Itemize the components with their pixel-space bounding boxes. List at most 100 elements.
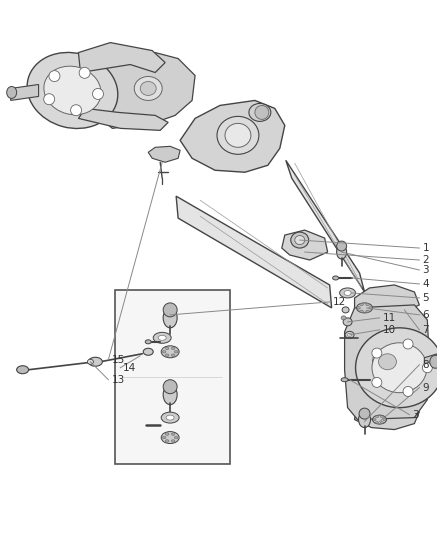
Text: 10: 10 [382,325,396,335]
Ellipse shape [7,86,17,99]
Circle shape [372,348,382,358]
Ellipse shape [88,357,102,366]
Ellipse shape [373,418,376,421]
Ellipse shape [295,236,305,245]
Ellipse shape [153,333,171,343]
Ellipse shape [343,318,352,326]
Polygon shape [148,147,180,162]
Circle shape [163,303,177,317]
Ellipse shape [372,348,403,376]
Ellipse shape [171,440,175,442]
Ellipse shape [158,335,166,340]
Text: 3: 3 [422,265,429,275]
Text: 1: 1 [422,243,429,253]
Ellipse shape [166,354,169,357]
Ellipse shape [145,340,151,344]
Ellipse shape [161,346,179,358]
Ellipse shape [366,303,369,306]
Text: 8: 8 [422,360,429,370]
Ellipse shape [381,416,384,417]
Polygon shape [78,108,168,131]
Text: 6: 6 [422,310,429,320]
Circle shape [403,339,413,349]
Ellipse shape [360,303,363,306]
Polygon shape [282,230,328,260]
Circle shape [44,94,55,104]
Ellipse shape [162,351,166,353]
Ellipse shape [339,288,356,298]
Text: 14: 14 [124,363,137,373]
Text: 5: 5 [422,293,429,303]
Ellipse shape [375,416,378,417]
Ellipse shape [357,306,360,309]
Ellipse shape [174,351,178,353]
Ellipse shape [161,412,179,423]
Circle shape [372,377,382,387]
Circle shape [163,379,177,394]
Ellipse shape [372,415,386,424]
Polygon shape [176,196,332,308]
Ellipse shape [166,347,169,350]
Ellipse shape [44,66,101,115]
Circle shape [255,106,269,119]
Ellipse shape [375,422,378,424]
Ellipse shape [372,343,427,393]
Ellipse shape [369,306,372,309]
Circle shape [92,88,103,100]
Text: 2: 2 [422,255,429,265]
Ellipse shape [140,82,156,95]
Polygon shape [180,100,285,172]
Circle shape [403,386,413,397]
Text: 12: 12 [332,297,346,307]
Circle shape [79,67,90,78]
Ellipse shape [291,232,309,248]
Polygon shape [11,84,39,100]
Polygon shape [355,285,419,312]
Ellipse shape [225,123,251,147]
Ellipse shape [134,77,162,100]
Ellipse shape [344,290,351,295]
Ellipse shape [166,440,169,442]
Ellipse shape [356,328,438,408]
Circle shape [71,104,81,116]
Ellipse shape [378,354,396,370]
Text: 15: 15 [111,355,124,365]
Ellipse shape [360,310,363,312]
Polygon shape [78,43,165,72]
Polygon shape [286,160,364,292]
Circle shape [422,363,432,373]
Ellipse shape [174,437,178,439]
Ellipse shape [345,332,354,338]
Text: 3: 3 [413,410,419,419]
Circle shape [337,241,346,251]
Ellipse shape [217,116,259,154]
Polygon shape [355,408,419,430]
Bar [115,290,230,464]
Ellipse shape [383,418,386,421]
Circle shape [359,408,370,419]
Ellipse shape [166,415,174,420]
Ellipse shape [161,432,179,443]
Ellipse shape [366,310,369,312]
Ellipse shape [341,316,346,320]
Text: 7: 7 [422,325,429,335]
Ellipse shape [17,366,28,374]
Ellipse shape [341,378,348,382]
Ellipse shape [332,276,339,280]
Ellipse shape [357,303,372,313]
Ellipse shape [342,307,349,313]
Ellipse shape [162,437,166,439]
Text: 9: 9 [422,383,429,393]
Ellipse shape [163,385,177,405]
Text: 13: 13 [111,375,124,385]
Ellipse shape [166,433,169,435]
Ellipse shape [381,422,384,424]
Ellipse shape [348,333,352,336]
Text: 4: 4 [422,279,429,289]
Ellipse shape [430,356,438,368]
Ellipse shape [143,348,153,356]
Ellipse shape [171,347,175,350]
Ellipse shape [337,245,346,259]
Polygon shape [424,354,437,370]
Ellipse shape [163,308,177,328]
